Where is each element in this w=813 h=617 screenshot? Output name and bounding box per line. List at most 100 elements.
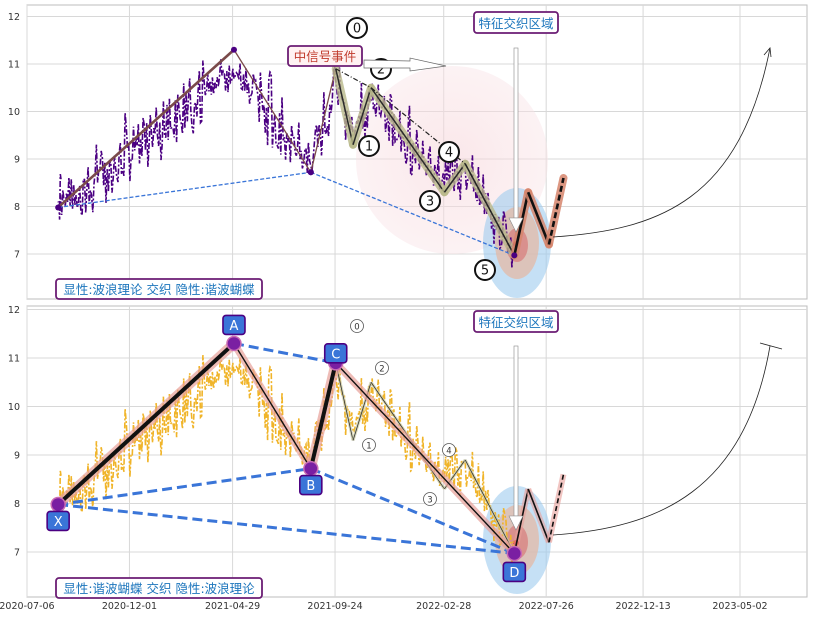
wave-label-circle-small	[442, 443, 456, 457]
projection-cap-bottom	[759, 342, 783, 350]
signal-arrow	[363, 57, 447, 72]
xb-trendline	[58, 171, 311, 209]
wave-backdrop-line	[464, 459, 515, 554]
harmonic-label-D: D	[509, 566, 519, 581]
bc-leg-bottom	[308, 362, 338, 470]
x-tick-label: 2020-12-01	[102, 601, 157, 612]
harmonic-label-X: X	[54, 515, 63, 530]
y-tick-label: 11	[8, 60, 20, 71]
region-label-box-bottom	[473, 310, 559, 333]
projection-curve-top	[552, 47, 771, 238]
x-tick-label: 2020-07-06	[0, 601, 55, 612]
pivot-dot	[511, 252, 518, 259]
y-tick-label: 8	[14, 499, 20, 510]
y-tick-label: 7	[14, 548, 20, 559]
region-label-box-top	[473, 11, 559, 34]
wave-label-1: 1	[365, 140, 373, 155]
x-axis: 2020-07-06 2020-12-01 2021-04-29 2021-09-24…	[0, 601, 768, 612]
projection-arrowhead-top	[763, 47, 772, 58]
y-tick-label: 12	[8, 305, 20, 316]
bottom-pattern: X A B C D 0 1 2 3 4	[46, 314, 567, 583]
bd-trendline	[310, 171, 515, 257]
bottom-price-line	[57, 353, 516, 567]
ac-dashed	[233, 341, 337, 365]
bd-dashed	[310, 467, 515, 555]
harmonic-label-box	[323, 343, 348, 364]
wave-label-2: 2	[377, 63, 385, 78]
wave-dashed-45	[464, 163, 515, 256]
pivot-dot	[55, 204, 62, 211]
ab-leg-bottom	[233, 343, 312, 469]
x-tick-label: 2022-07-26	[519, 601, 574, 612]
x-tick-label: 2021-04-29	[205, 601, 260, 612]
wave-label-4: 4	[445, 146, 453, 161]
ab-leg	[233, 49, 312, 173]
pattern-desc-box-top	[55, 278, 263, 300]
xd-dashed	[57, 502, 515, 555]
x-tick-label: 2022-02-28	[416, 601, 471, 612]
harmonic-point-marker	[303, 460, 319, 477]
wave-backdrop-line	[335, 362, 354, 441]
wave-label-circle	[358, 135, 380, 157]
region-pointer-shaft-bottom	[513, 345, 519, 517]
y-tick-label: 9	[14, 155, 20, 166]
harmonic-label-box	[222, 314, 246, 336]
wave-label-circle-small	[350, 319, 364, 333]
price-series-bottom	[57, 353, 516, 567]
harmonic-label-box	[299, 474, 323, 496]
x-tick-label: 2022-12-13	[615, 601, 670, 612]
y-tick-label: 9	[14, 451, 20, 462]
region-pointer-shaft-top	[513, 47, 519, 219]
harmonic-point-marker	[50, 496, 66, 513]
region-label-bottom: 特征交织区域	[478, 315, 553, 330]
wave-label-3: 3	[426, 195, 434, 210]
pivot-dot	[230, 46, 237, 53]
wave-label-circle	[346, 17, 368, 39]
wave-label-small-2: 2	[379, 365, 384, 375]
y-tick-label: 7	[14, 250, 20, 261]
wave-label-circle-small	[375, 361, 389, 375]
signal-event-box	[287, 45, 363, 67]
harmonic-label-B: B	[306, 479, 315, 494]
wave-segment	[443, 163, 466, 193]
projection-path-bottom	[513, 488, 529, 554]
bc-leg	[310, 68, 337, 173]
wave-label-circle-small	[362, 438, 376, 452]
wave-label-circle-small	[423, 492, 437, 506]
projection-path	[547, 177, 565, 245]
xa-leg-bottom	[56, 341, 236, 506]
y-tick-label: 8	[14, 202, 20, 213]
wave-label-small-0: 0	[354, 323, 359, 333]
top-pattern: 0 1 2 3 4 5	[55, 17, 568, 281]
harmonic-point-marker	[226, 335, 242, 352]
x-tick-label: 2021-09-24	[307, 601, 362, 612]
wave-label-0: 0	[353, 22, 361, 37]
projection-path	[513, 191, 530, 256]
wave-label-small-4: 4	[446, 447, 451, 457]
harmonic-point-marker	[506, 545, 523, 562]
pivot-dot	[307, 169, 314, 176]
projection-path-bottom	[527, 488, 550, 543]
harmonic-label-box	[502, 561, 527, 583]
wave-dashed-02	[335, 68, 372, 89]
pattern-desc-bottom: 显性:谐波蝴蝶 交织 隐性:波浪理论	[63, 581, 255, 596]
xa-leg	[57, 48, 235, 209]
wave-label-circle	[438, 141, 460, 163]
wave-label-circle	[474, 259, 496, 281]
bottom-y-axis: 7 8 9 10 11 12	[8, 305, 20, 559]
cd-leg-bottom	[335, 362, 515, 554]
wave-label-small-1: 1	[366, 442, 371, 452]
projection-path	[526, 191, 551, 245]
region-pointer-head-top	[508, 217, 524, 233]
pattern-desc-top: 显性:波浪理论 交织 隐性:谐波蝴蝶	[63, 282, 255, 297]
y-tick-label: 11	[8, 354, 20, 365]
y-tick-label: 12	[8, 12, 20, 23]
signal-event-label: 中信号事件	[294, 49, 357, 64]
pattern-desc-box-bottom	[55, 577, 263, 599]
wave-segment	[370, 87, 446, 193]
wave-label-circle	[419, 190, 441, 212]
region-label-top: 特征交织区域	[478, 16, 553, 31]
